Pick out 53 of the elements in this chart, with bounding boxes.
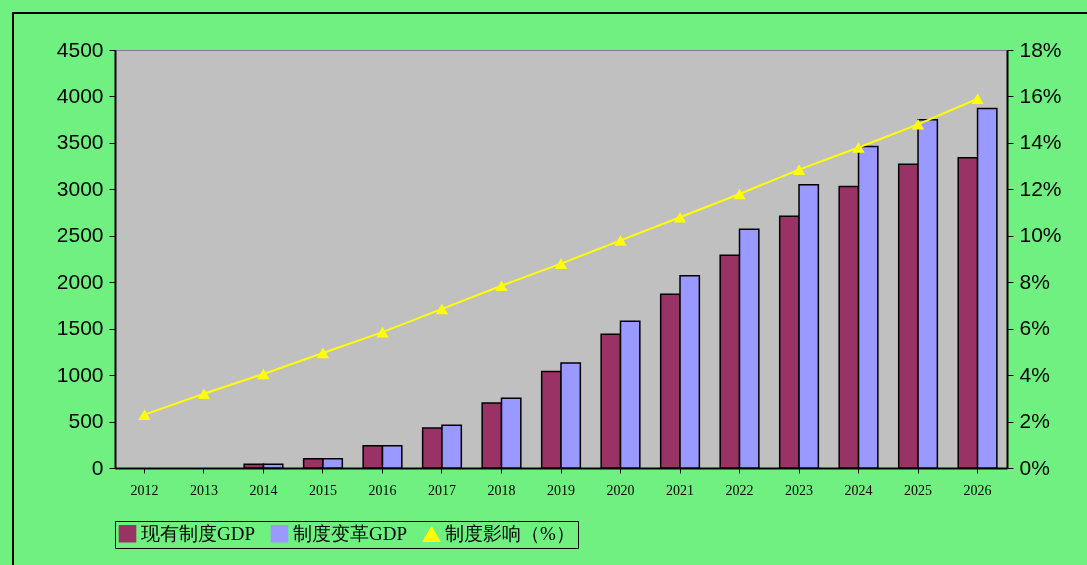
y-tick-label: 1000 [56,362,104,386]
y-tick-label: 3000 [56,176,104,200]
y-tick-label: 2500 [56,223,104,247]
point [971,93,984,105]
point [138,409,151,420]
x-tick-label: 2015 [308,482,337,498]
point [257,368,270,380]
x-tick-label: 2024 [844,482,873,498]
y2-tick-label: 4% [1019,362,1050,386]
y-tick-label: 500 [68,409,104,433]
point [852,142,865,153]
y-tick-label: 1500 [56,316,104,340]
y-tick-label: 3500 [56,130,104,154]
y2-tick-label: 2% [1019,409,1050,433]
x-tick-label: 2012 [130,482,159,498]
point [554,258,568,269]
point [316,347,330,359]
x-tick-label: 2025 [904,482,933,498]
y2-tick-label: 12% [1019,176,1062,200]
point [792,164,806,175]
x-tick-label: 2023 [785,482,814,498]
point [197,388,211,399]
x-tick-label: 2019 [547,482,575,498]
x-tick-label: 2013 [189,482,218,498]
x-tick-label: 2021 [666,482,695,498]
point [911,119,925,130]
y-tick-label: 4500 [56,37,104,61]
y2-tick-label: 18% [1019,37,1062,61]
y2-tick-label: 0% [1019,455,1050,479]
y-tick-label: 4000 [56,83,104,107]
y-tick-label: 2000 [56,269,104,293]
x-tick-label: 2018 [487,482,516,498]
legend-label: 制度影响（%） [445,523,575,545]
legend-label: 制度变革GDP [293,522,408,544]
point [435,303,449,315]
x-tick-label: 2022 [725,482,754,498]
y2-tick-label: 8% [1019,269,1050,293]
y2-tick-label: 16% [1019,83,1062,107]
x-tick-label: 2020 [606,482,635,498]
x-tick-label: 2017 [427,482,456,498]
x-tick-label: 2026 [963,482,992,498]
point [614,235,627,246]
y2-tick-label: 10% [1019,223,1062,247]
point [376,326,389,338]
point [495,280,508,292]
point [733,188,746,200]
y2-tick-label: 14% [1019,130,1062,154]
legend-label: 现有制度GDP [141,522,256,544]
x-tick-label: 2014 [249,482,278,498]
point [673,211,687,223]
y2-tick-label: 6% [1019,316,1050,340]
y-tick-label: 0 [91,455,104,479]
x-tick-label: 2016 [368,482,397,498]
